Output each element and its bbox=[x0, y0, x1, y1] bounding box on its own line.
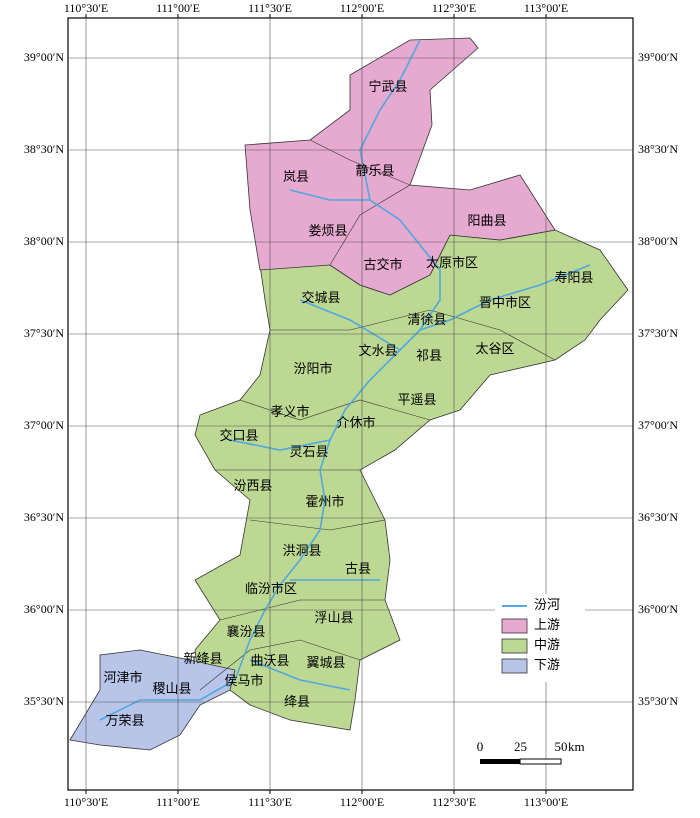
left-axis-label: 38°30′N bbox=[24, 142, 64, 156]
county-label: 寿阳县 bbox=[554, 270, 593, 285]
county-label: 平遥县 bbox=[397, 392, 436, 407]
county-label: 岚县 bbox=[283, 169, 309, 184]
legend-swatch bbox=[501, 618, 528, 634]
county-border bbox=[249, 519, 386, 531]
county-border bbox=[219, 599, 385, 621]
county-label: 浮山县 bbox=[314, 610, 353, 625]
county-label: 交城县 bbox=[301, 290, 340, 305]
top-axis-label: 110°30′E bbox=[64, 1, 108, 15]
county-label: 孝义市 bbox=[270, 404, 309, 419]
rivers bbox=[99, 39, 591, 721]
scale-segment bbox=[480, 759, 520, 764]
legend-swatch bbox=[501, 638, 528, 654]
tributary bbox=[249, 659, 351, 691]
county-label: 静乐县 bbox=[355, 163, 394, 178]
county-label: 绛县 bbox=[284, 694, 310, 709]
legend-label: 下游 bbox=[534, 657, 560, 672]
right-axis-label: 37°00′N bbox=[638, 418, 678, 432]
legend-label: 中游 bbox=[534, 637, 560, 652]
tributary bbox=[299, 299, 401, 351]
county-label: 阳曲县 bbox=[467, 213, 506, 228]
county-label: 霍州市 bbox=[305, 494, 344, 509]
county-label: 晋中市区 bbox=[479, 295, 531, 310]
county-label: 古交市 bbox=[363, 257, 402, 272]
county-label: 曲沃县 bbox=[250, 653, 289, 668]
county-label: 汾西县 bbox=[233, 478, 272, 493]
left-axis-label: 37°00′N bbox=[24, 418, 64, 432]
legend-swatch bbox=[501, 658, 528, 674]
top-axis-label: 111°30′E bbox=[248, 1, 292, 15]
county-border bbox=[199, 639, 361, 691]
top-axis-label: 113°00′E bbox=[524, 1, 568, 15]
labels: 110°30′E 111°00′E 111°30′E 112°00′E 112°30′E… bbox=[24, 1, 679, 809]
right-axis-label: 36°30′N bbox=[638, 510, 678, 524]
county-label: 临汾市区 bbox=[245, 581, 297, 596]
tributary bbox=[419, 264, 591, 331]
scale-unit: km bbox=[568, 739, 585, 754]
county-label: 文水县 bbox=[358, 343, 397, 358]
scale-segment bbox=[519, 758, 562, 765]
county-label: 侯马市 bbox=[224, 673, 263, 688]
scale-tick-label: 50 bbox=[555, 739, 568, 754]
county-label: 汾阳市 bbox=[293, 361, 332, 376]
scale-tick-label: 0 bbox=[477, 739, 484, 754]
bottom-axis-label: 111°30′E bbox=[248, 795, 292, 809]
left-axis-label: 39°00′N bbox=[24, 50, 64, 64]
tributary bbox=[289, 189, 370, 201]
right-axis-label: 37°30′N bbox=[638, 326, 678, 340]
top-axis-label: 112°00′E bbox=[340, 1, 384, 15]
legend-label: 汾河 bbox=[534, 597, 560, 612]
bottom-axis-label: 112°30′E bbox=[432, 795, 476, 809]
county-label: 娄烦县 bbox=[308, 223, 347, 238]
county-border bbox=[270, 309, 556, 361]
legend-label: 上游 bbox=[534, 617, 560, 632]
left-axis-label: 35°30′N bbox=[24, 694, 64, 708]
left-axis-label: 36°00′N bbox=[24, 602, 64, 616]
county-border bbox=[309, 139, 411, 266]
county-label: 河津市 bbox=[103, 670, 142, 685]
left-axis-label: 36°30′N bbox=[24, 510, 64, 524]
top-axis-label: 112°30′E bbox=[432, 1, 476, 15]
county-label: 清徐县 bbox=[407, 312, 446, 327]
county-label: 介休市 bbox=[336, 415, 375, 430]
tributary bbox=[229, 439, 331, 451]
scale-tick-label: 25 bbox=[514, 739, 527, 754]
right-axis-label: 38°30′N bbox=[638, 142, 678, 156]
county-label: 太原市区 bbox=[426, 255, 478, 270]
bottom-axis-label: 113°00′E bbox=[524, 795, 568, 809]
bottom-axis-label: 110°30′E bbox=[64, 795, 108, 809]
county-label: 万荣县 bbox=[105, 713, 144, 728]
bottom-axis-label: 112°00′E bbox=[340, 795, 384, 809]
right-axis-label: 35°30′N bbox=[638, 694, 678, 708]
county-label: 宁武县 bbox=[368, 79, 407, 94]
bottom-axis-label: 111°00′E bbox=[156, 795, 200, 809]
left-axis-label: 37°30′N bbox=[24, 326, 64, 340]
left-axis-label: 38°00′N bbox=[24, 234, 64, 248]
county-label: 太谷区 bbox=[475, 341, 514, 356]
county-label: 洪洞县 bbox=[282, 543, 321, 558]
county-label: 交口县 bbox=[219, 428, 258, 443]
county-label: 新绛县 bbox=[183, 651, 222, 666]
county-label: 古县 bbox=[345, 561, 371, 576]
county-label: 灵石县 bbox=[289, 444, 328, 459]
county-label: 翼城县 bbox=[306, 655, 345, 670]
county-label: 祁县 bbox=[416, 348, 442, 363]
scale-bar: 0 25 50 km bbox=[477, 739, 585, 765]
right-axis-label: 36°00′N bbox=[638, 602, 678, 616]
right-axis-label: 39°00′N bbox=[638, 50, 678, 64]
county-label: 襄汾县 bbox=[226, 624, 265, 639]
county-label: 稷山县 bbox=[152, 681, 191, 696]
top-axis-label: 111°00′E bbox=[156, 1, 200, 15]
right-axis-label: 38°00′N bbox=[638, 234, 678, 248]
